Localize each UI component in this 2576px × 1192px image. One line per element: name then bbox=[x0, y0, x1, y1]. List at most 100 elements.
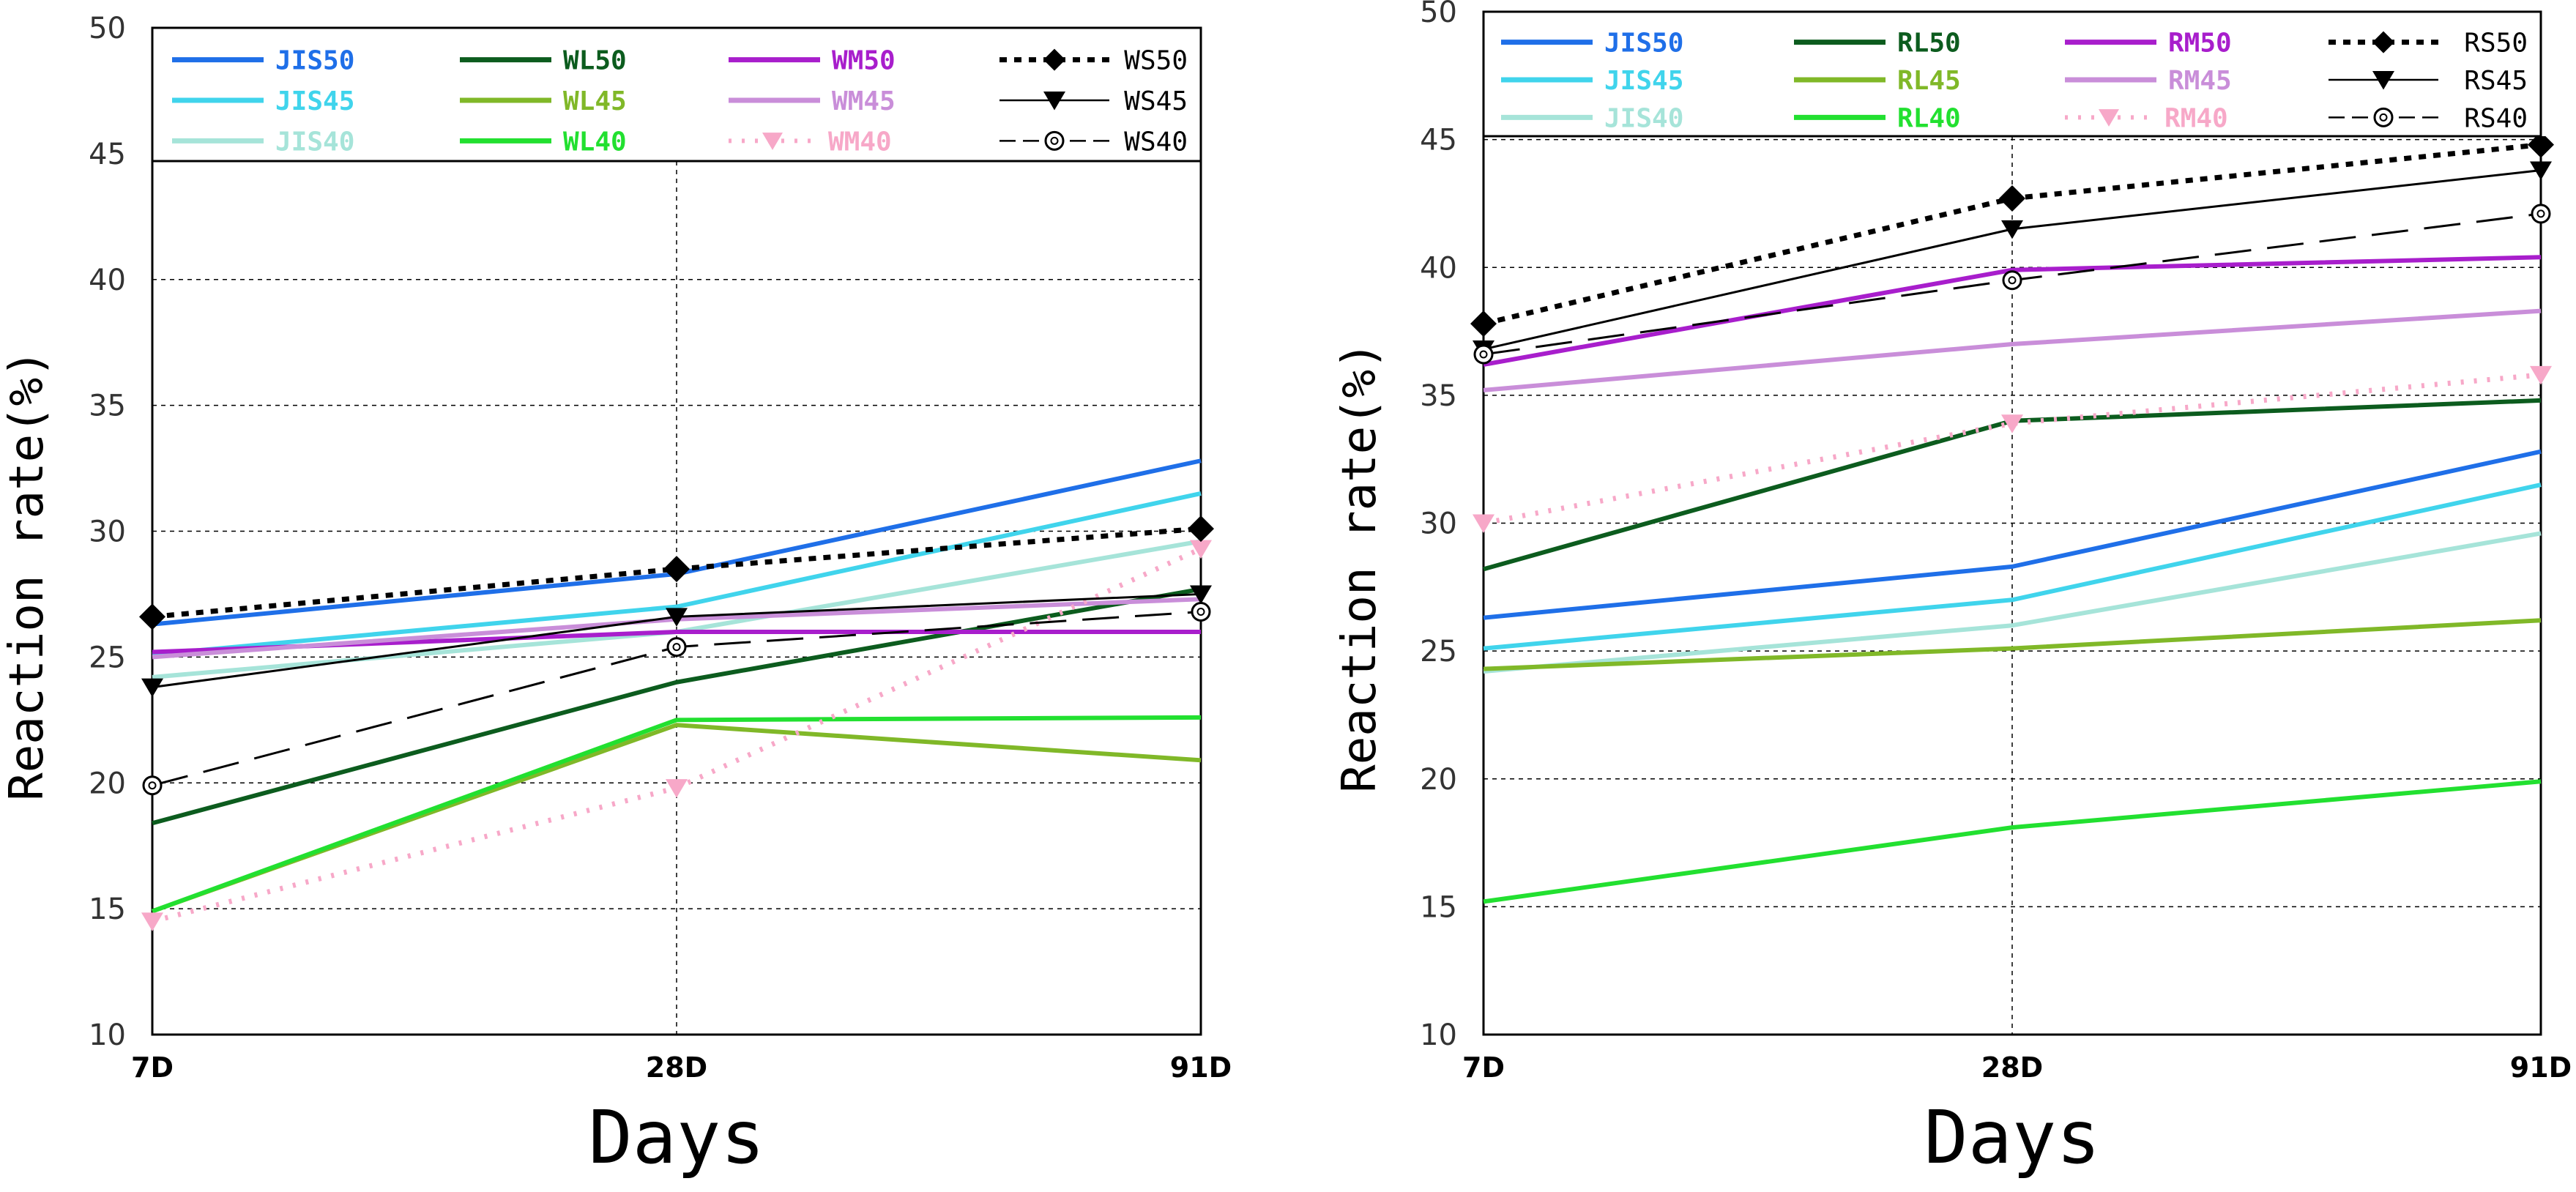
legend-label: RL40 bbox=[1897, 103, 1961, 133]
x-tick-label: 7D bbox=[1462, 1051, 1505, 1084]
legend-label: RM45 bbox=[2168, 66, 2232, 96]
x-tick-label: 7D bbox=[131, 1051, 174, 1084]
y-tick-label: 45 bbox=[89, 138, 126, 171]
data-point-ws45 bbox=[141, 678, 163, 698]
data-point-rs40-inner bbox=[2008, 276, 2017, 285]
legend-label: WS45 bbox=[1124, 86, 1188, 116]
series-line-jis45 bbox=[1483, 483, 2542, 651]
y-tick-label: 15 bbox=[89, 893, 126, 926]
series-line-jis50 bbox=[1483, 449, 2542, 620]
data-point-rs45 bbox=[2530, 161, 2552, 181]
legend-item-wl45: WL45 bbox=[460, 86, 627, 116]
legend-item-wm50: WM50 bbox=[729, 46, 896, 76]
legend-marker bbox=[2099, 109, 2119, 127]
legend-label: RS40 bbox=[2464, 103, 2528, 133]
legend-label: JIS50 bbox=[1604, 29, 1683, 59]
legend-label: WL45 bbox=[563, 86, 627, 116]
series-line-rl40 bbox=[1483, 779, 2542, 904]
data-point-rs40 bbox=[2002, 270, 2022, 291]
series-line-rl45 bbox=[1483, 618, 2542, 671]
legend-item-rs45: RS45 bbox=[2329, 66, 2528, 96]
legend-item-jis45: JIS45 bbox=[1501, 66, 1683, 96]
data-point-ws40 bbox=[666, 637, 687, 658]
data-point-rs40-inner bbox=[2536, 209, 2545, 218]
data-point-rs40 bbox=[2531, 204, 2551, 224]
data-point-ws45 bbox=[666, 608, 688, 627]
data-point-ws40 bbox=[1191, 602, 1211, 622]
data-point-ws50 bbox=[663, 556, 690, 583]
legend-label: WM50 bbox=[832, 46, 896, 76]
legend-item-jis40: JIS40 bbox=[172, 127, 354, 157]
y-tick-label: 45 bbox=[1420, 124, 1457, 157]
x-axis-title: Days bbox=[1924, 1095, 2101, 1180]
legend-item-rl50: RL50 bbox=[1794, 29, 1961, 59]
y-axis-title: Reaction rate(%) bbox=[1333, 341, 1387, 793]
y-tick-label: 40 bbox=[89, 264, 126, 297]
legend-label: RL50 bbox=[1897, 29, 1961, 59]
y-tick-label: 50 bbox=[1420, 0, 1457, 29]
legend-item-jis40: JIS40 bbox=[1501, 103, 1683, 133]
legend-label: RS45 bbox=[2464, 66, 2528, 96]
legend-marker bbox=[1043, 48, 1065, 71]
legend-item-rl45: RL45 bbox=[1794, 66, 1961, 96]
y-tick-label: 20 bbox=[89, 767, 126, 800]
series-group bbox=[139, 458, 1214, 931]
series-group bbox=[1470, 136, 2554, 904]
x-axis-title: Days bbox=[589, 1095, 765, 1180]
legend-label: JIS45 bbox=[275, 86, 354, 116]
legend-label: JIS50 bbox=[275, 46, 354, 76]
legend-item-jis45: JIS45 bbox=[172, 86, 354, 116]
y-axis-title: Reaction rate(%) bbox=[0, 349, 54, 801]
data-point-rm40 bbox=[2530, 365, 2552, 385]
legend-item-rm45: RM45 bbox=[2065, 66, 2232, 96]
legend-item-rm50: RM50 bbox=[2065, 29, 2232, 59]
legend-label: RM50 bbox=[2168, 29, 2232, 59]
x-tick-label: 28D bbox=[646, 1051, 707, 1084]
y-tick-label: 35 bbox=[1420, 379, 1457, 413]
series-line-jis40 bbox=[1483, 531, 2542, 674]
legend-label: JIS45 bbox=[1604, 66, 1683, 96]
y-tick-label: 30 bbox=[1420, 507, 1457, 541]
y-tick-label: 30 bbox=[89, 515, 126, 549]
legend-marker bbox=[2372, 31, 2394, 53]
y-tick-label: 35 bbox=[89, 390, 126, 423]
y-tick-label: 40 bbox=[1420, 251, 1457, 285]
series-line-wl50 bbox=[152, 586, 1202, 826]
legend-item-rs40: RS40 bbox=[2329, 103, 2528, 133]
y-tick-label: 25 bbox=[1420, 635, 1457, 668]
legend-marker bbox=[2372, 71, 2394, 90]
legend: JIS50 JIS45 JIS40 RL50 RL45 RL40 RM50 RM45 RM40 R… bbox=[1501, 29, 2528, 133]
data-point-wm40 bbox=[666, 779, 688, 798]
legend-marker bbox=[2373, 107, 2394, 127]
legend-label: WL50 bbox=[563, 46, 627, 76]
legend-item-ws40: WS40 bbox=[999, 127, 1188, 157]
legend-label: WM45 bbox=[832, 86, 896, 116]
data-point-wm40 bbox=[1190, 540, 1212, 559]
data-point-ws40-inner bbox=[1196, 608, 1205, 616]
y-tick-label: 10 bbox=[89, 1018, 126, 1052]
legend-marker-inner bbox=[2379, 113, 2388, 122]
legend-marker bbox=[1044, 130, 1065, 151]
data-point-rs45 bbox=[2001, 220, 2023, 239]
legend-label: WM40 bbox=[828, 127, 892, 157]
y-tick-label: 15 bbox=[1420, 890, 1457, 924]
data-point-ws40-inner bbox=[672, 643, 681, 652]
legend-item-rm40: RM40 bbox=[2065, 103, 2228, 133]
data-point-rs50 bbox=[2528, 136, 2554, 158]
legend-label: RS50 bbox=[2464, 29, 2528, 59]
legend-label: WS50 bbox=[1124, 46, 1188, 76]
legend-item-jis50: JIS50 bbox=[1501, 29, 1683, 59]
data-point-ws50 bbox=[1188, 515, 1214, 543]
legend-marker bbox=[1043, 92, 1065, 111]
chart-panel-2: 10 15 20 25 30 35 40 45 50 7D 28D 91D Days Reaction r… bbox=[1333, 0, 2572, 1180]
legend-label: WS40 bbox=[1124, 127, 1188, 157]
legend-item-wl40: WL40 bbox=[460, 127, 627, 157]
legend-item-jis50: JIS50 bbox=[172, 46, 354, 76]
data-point-rm40 bbox=[2001, 414, 2023, 433]
data-point-rs40 bbox=[1473, 344, 1494, 365]
legend-item-ws50: WS50 bbox=[999, 46, 1188, 76]
legend-label: RM40 bbox=[2164, 103, 2228, 133]
data-point-ws40-inner bbox=[148, 781, 157, 790]
data-point-ws45 bbox=[1190, 585, 1212, 604]
